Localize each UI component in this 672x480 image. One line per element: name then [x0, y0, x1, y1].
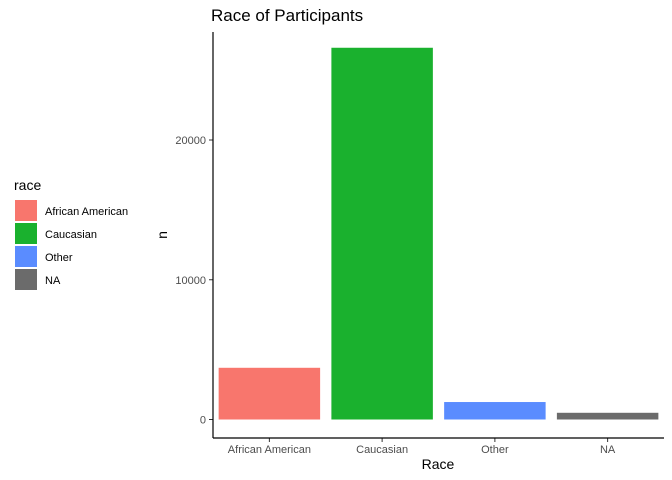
- x-tick-label: Caucasian: [356, 444, 408, 456]
- bars-group: [218, 47, 659, 420]
- bar-african-american: [218, 367, 321, 420]
- bar-caucasian: [331, 47, 433, 420]
- y-ticks-group: 0 10000 20000: [175, 135, 213, 427]
- legend-label: African American: [45, 206, 128, 218]
- legend-title: race: [14, 177, 41, 193]
- x-tick-label: African American: [228, 444, 311, 456]
- y-tick-label: 10000: [175, 275, 206, 287]
- legend-swatch: [15, 269, 37, 290]
- y-tick-label: 0: [200, 415, 206, 427]
- x-tick-label: Other: [481, 444, 509, 456]
- x-tick-label: NA: [600, 444, 616, 456]
- bar-other: [444, 402, 546, 420]
- legend-label: NA: [45, 275, 61, 287]
- y-tick-label: 20000: [175, 135, 206, 147]
- x-axis-title: Race: [422, 456, 455, 472]
- y-axis-title: n: [154, 231, 170, 239]
- bar-na: [556, 412, 659, 420]
- legend-swatch: [15, 200, 37, 221]
- legend-swatch: [15, 246, 37, 267]
- legend-swatch: [15, 223, 37, 244]
- x-ticks-group: African American Caucasian Other NA: [228, 438, 616, 456]
- chart-title: Race of Participants: [211, 6, 363, 25]
- legend: African American Caucasian Other NA: [15, 200, 128, 290]
- legend-label: Caucasian: [45, 229, 97, 241]
- legend-label: Other: [45, 252, 73, 264]
